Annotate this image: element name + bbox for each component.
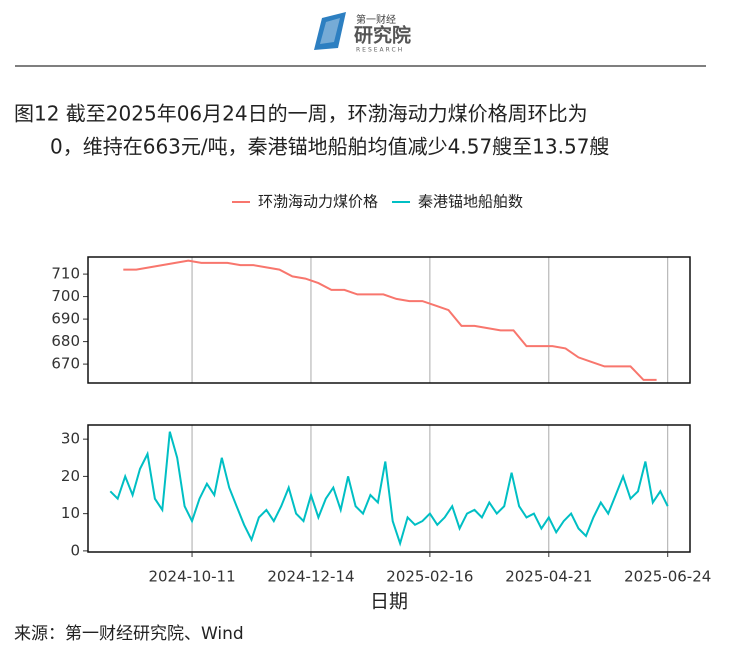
y-tick-label: 20 [61,467,80,485]
plot-frame [87,256,691,384]
data-line [109,431,669,547]
y-tick-label: 700 [51,287,80,305]
x-axis-label: 日期 [370,591,408,613]
y-tick-label: 10 [61,504,80,522]
y-tick-label: 690 [51,310,80,328]
source: 来源：第一财经研究院、Wind [14,624,244,644]
title-line: 0，维持在663元/吨，秦港锚地船舶均值减少4.57艘至13.57艘 [50,135,609,159]
logo-top: 第一财经 [356,13,396,26]
x-tick-label: 2025-02-16 [386,568,473,586]
x-tick-label: 2025-06-24 [624,568,711,586]
plot-frame [87,424,691,553]
logo-sub: RESEARCH [356,47,404,54]
y-tick-label: 680 [51,332,80,350]
logo-icon-shine [320,18,340,44]
y-tick-label: 710 [51,265,80,283]
y-tick-label: 30 [61,430,80,448]
legend-label: 环渤海动力煤价格 [258,193,378,211]
y-tick-label: 0 [70,541,80,559]
data-line [123,259,657,381]
x-tick-label: 2024-12-14 [267,568,354,586]
logo-icon [314,12,346,50]
x-tick-label: 2024-10-11 [148,568,235,586]
logo: 第一财经 研究院 RESEARCH [314,12,411,54]
legend-label: 秦港锚地船舶数 [418,193,523,211]
logo-main: 研究院 [354,24,411,47]
y-tick-label: 670 [51,355,80,373]
x-tick-label: 2025-04-21 [505,568,592,586]
title-line: 图12 截至2025年06月24日的一周，环渤海动力煤价格周环比为 [14,102,588,126]
